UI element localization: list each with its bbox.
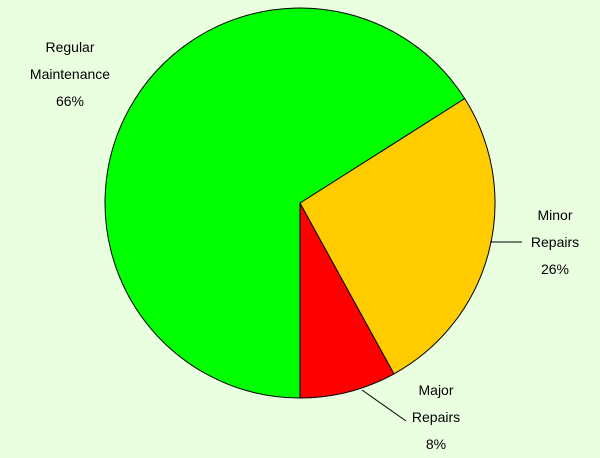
pie-slice (299, 202, 395, 399)
value-label: 26% (540, 261, 570, 277)
slice-label: Major Repairs 8% (412, 377, 460, 458)
value-label: 66% (55, 93, 85, 109)
pie-slice (104, 7, 466, 399)
leader-line (361, 389, 407, 422)
value-label: 8% (425, 436, 447, 452)
slice-label: Minor Repairs 26% (531, 202, 579, 283)
pie-slice (299, 97, 496, 375)
category-label: Regular Maintenance (29, 39, 111, 82)
category-label: Minor Repairs (530, 207, 580, 250)
category-label: Major Repairs (411, 382, 461, 425)
slice-label: Regular Maintenance 66% (30, 34, 110, 115)
slices (104, 7, 496, 399)
